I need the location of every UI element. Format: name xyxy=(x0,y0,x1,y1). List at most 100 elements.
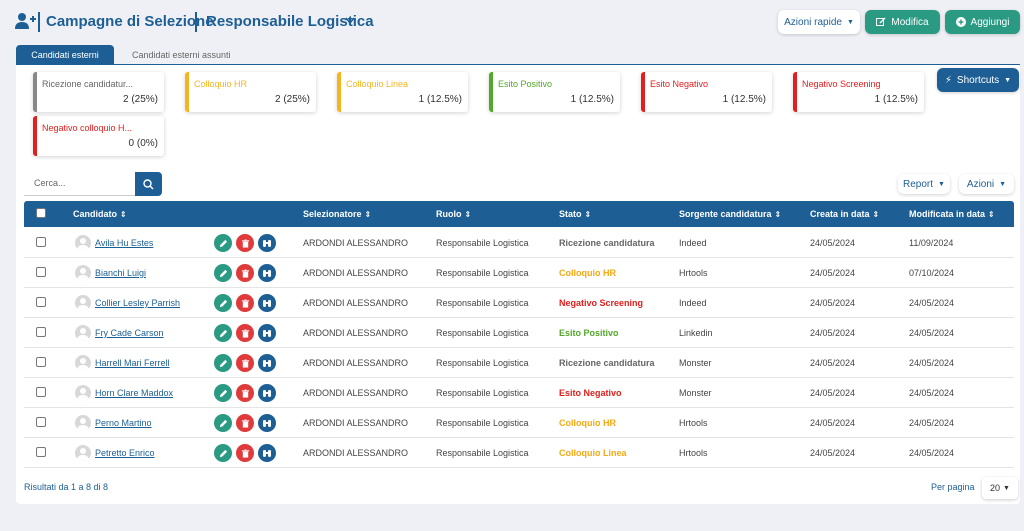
table-row: Fry Cade Carson ARDONDI ALESSANDRO Respons… xyxy=(24,318,1014,348)
caret-down-icon: ▼ xyxy=(938,180,945,188)
creata-cell: 24/05/2024 xyxy=(810,418,856,428)
person-icon xyxy=(77,448,89,461)
edit-row-button[interactable] xyxy=(214,354,232,372)
sort-icon: ⇕ xyxy=(120,210,127,219)
trash-icon xyxy=(241,268,249,278)
delete-row-button[interactable] xyxy=(236,294,254,312)
edit-button[interactable]: Modifica xyxy=(865,10,940,34)
edit-row-button[interactable] xyxy=(214,384,232,402)
sorgente-cell: Indeed xyxy=(679,298,707,308)
header-creata[interactable]: Creata in data ⇕ xyxy=(810,209,880,219)
edit-row-button[interactable] xyxy=(214,294,232,312)
selezionatore-cell: ARDONDI ALESSANDRO xyxy=(303,418,409,428)
binoculars-icon xyxy=(263,449,271,457)
quick-actions-button[interactable]: Azioni rapide ▼ xyxy=(778,10,860,34)
header-stato[interactable]: Stato ⇕ xyxy=(559,209,592,219)
row-checkbox[interactable] xyxy=(36,387,46,397)
delete-row-button[interactable] xyxy=(236,384,254,402)
status-card-colloquio-hr[interactable]: Colloquio HR 2 (25%) xyxy=(185,72,316,112)
edit-row-button[interactable] xyxy=(214,324,232,342)
candidate-name-link[interactable]: Avila Hu Estes xyxy=(95,238,154,248)
search-icon xyxy=(143,178,154,190)
status-card-esito-positivo[interactable]: Esito Positivo 1 (12.5%) xyxy=(489,72,620,112)
view-row-button[interactable] xyxy=(258,354,276,372)
search-input[interactable]: Cerca... xyxy=(24,172,136,196)
per-page-select[interactable]: 20 ▼ xyxy=(982,477,1018,499)
creata-cell: 24/05/2024 xyxy=(810,448,856,458)
header-sorgente[interactable]: Sorgente candidatura ⇕ xyxy=(679,209,782,219)
sort-icon: ⇕ xyxy=(464,210,472,219)
edit-row-button[interactable] xyxy=(214,444,232,462)
header-ruolo[interactable]: Ruolo ⇕ xyxy=(436,209,472,219)
tab-candidati-assunti[interactable]: Candidati esterni assunti xyxy=(132,50,231,60)
header-divider xyxy=(195,12,197,32)
creata-cell: 24/05/2024 xyxy=(810,268,856,278)
delete-row-button[interactable] xyxy=(236,354,254,372)
view-row-button[interactable] xyxy=(258,384,276,402)
status-card-label: Ricezione candidatur... xyxy=(42,79,134,89)
header-modificata[interactable]: Modificata in data ⇕ xyxy=(909,209,995,219)
ruolo-cell: Responsabile Logistica xyxy=(436,358,529,368)
view-row-button[interactable] xyxy=(258,414,276,432)
row-checkbox[interactable] xyxy=(36,357,46,367)
row-checkbox[interactable] xyxy=(36,267,46,277)
status-card-label: Esito Negativo xyxy=(650,79,709,89)
candidate-name-link[interactable]: Collier Lesley Parrish xyxy=(95,298,181,308)
view-row-button[interactable] xyxy=(258,324,276,342)
trash-icon xyxy=(241,298,249,308)
view-row-button[interactable] xyxy=(258,444,276,462)
ruolo-cell: Responsabile Logistica xyxy=(436,418,529,428)
delete-row-button[interactable] xyxy=(236,234,254,252)
bolt-icon: ⚡ xyxy=(944,74,952,86)
header-divider xyxy=(38,12,40,32)
edit-row-button[interactable] xyxy=(214,264,232,282)
actions-button[interactable]: Azioni ▼ xyxy=(959,174,1014,194)
row-checkbox[interactable] xyxy=(36,237,46,247)
report-button[interactable]: Report ▼ xyxy=(898,174,950,194)
status-card-negativo-colloquio[interactable]: Negativo colloquio H... 0 (0%) xyxy=(33,116,164,156)
delete-row-button[interactable] xyxy=(236,324,254,342)
candidate-name-link[interactable]: Fry Cade Carson xyxy=(95,328,164,338)
chevron-down-icon[interactable] xyxy=(345,17,355,25)
stato-cell: Esito Negativo xyxy=(559,388,622,398)
status-card-ricezione[interactable]: Ricezione candidatur... 2 (25%) xyxy=(33,72,164,112)
delete-row-button[interactable] xyxy=(236,444,254,462)
row-checkbox[interactable] xyxy=(36,417,46,427)
tab-candidati-esterni[interactable]: Candidati esterni xyxy=(16,45,114,65)
candidate-name-link[interactable]: Perno Martino xyxy=(95,418,152,428)
pencil-icon xyxy=(219,299,227,307)
delete-row-button[interactable] xyxy=(236,264,254,282)
view-row-button[interactable] xyxy=(258,294,276,312)
search-button[interactable] xyxy=(135,172,162,196)
status-card-negativo-screening[interactable]: Negativo Screening 1 (12.5%) xyxy=(793,72,924,112)
selezionatore-cell: ARDONDI ALESSANDRO xyxy=(303,268,409,278)
selezionatore-cell: ARDONDI ALESSANDRO xyxy=(303,238,409,248)
shortcuts-button[interactable]: ⚡ Shortcuts ▼ xyxy=(937,68,1019,92)
select-all-checkbox[interactable] xyxy=(36,208,46,218)
add-button[interactable]: Aggiungi xyxy=(945,10,1020,34)
header-selezionatore[interactable]: Selezionatore ⇕ xyxy=(303,209,372,219)
candidate-name-link[interactable]: Horn Clare Maddox xyxy=(95,388,174,398)
view-row-button[interactable] xyxy=(258,264,276,282)
candidate-name-link[interactable]: Bianchi Luigi xyxy=(95,268,147,278)
person-icon xyxy=(77,238,89,251)
delete-row-button[interactable] xyxy=(236,414,254,432)
table-row: Avila Hu Estes ARDONDI ALESSANDRO Responsa… xyxy=(24,228,1014,258)
edit-row-button[interactable] xyxy=(214,414,232,432)
edit-row-button[interactable] xyxy=(214,234,232,252)
row-checkbox[interactable] xyxy=(36,297,46,307)
results-summary: Risultati da 1 a 8 di 8 xyxy=(24,482,109,492)
status-card-esito-negativo[interactable]: Esito Negativo 1 (12.5%) xyxy=(641,72,772,112)
row-checkbox[interactable] xyxy=(36,447,46,457)
view-row-button[interactable] xyxy=(258,234,276,252)
campaign-title[interactable]: Responsabile Logistica xyxy=(206,13,374,30)
status-card-colloquio-linea[interactable]: Colloquio Linea 1 (12.5%) xyxy=(337,72,468,112)
add-user-icon[interactable] xyxy=(15,12,37,30)
header-candidato[interactable]: Candidato ⇕ xyxy=(73,209,127,219)
creata-cell: 24/05/2024 xyxy=(810,358,856,368)
candidate-name-link[interactable]: Petretto Enrico xyxy=(95,448,155,458)
row-checkbox[interactable] xyxy=(36,327,46,337)
sort-icon: ⇕ xyxy=(774,210,782,219)
creata-cell: 24/05/2024 xyxy=(810,328,856,338)
candidate-name-link[interactable]: Harrell Mari Ferrell xyxy=(95,358,170,368)
